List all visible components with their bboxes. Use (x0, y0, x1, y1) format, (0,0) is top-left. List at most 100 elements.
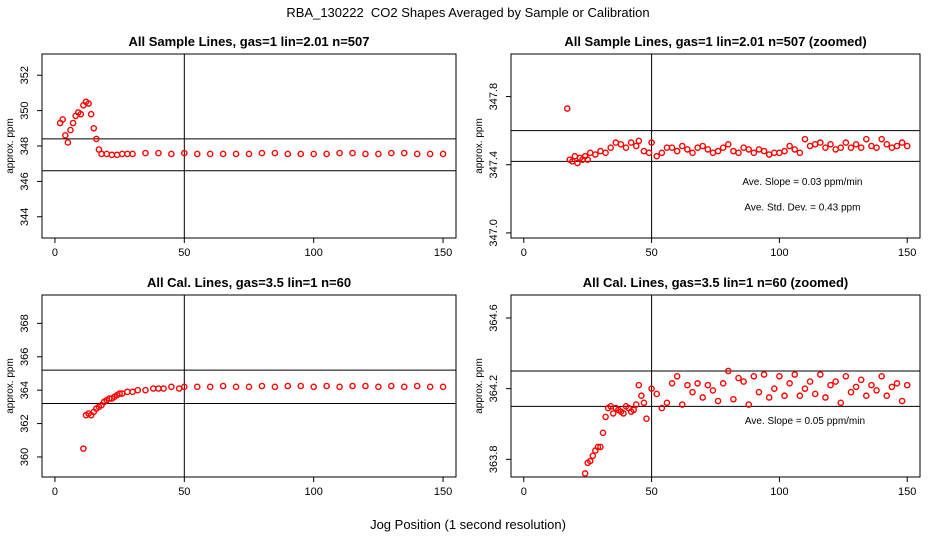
panel-3-point (258, 382, 266, 390)
panel-1-point (59, 116, 67, 123)
panel-3-point (426, 383, 434, 391)
panel-4-point (673, 372, 681, 380)
panel-2-point (893, 142, 901, 150)
panel-4-point (765, 394, 773, 401)
panel-1-point (142, 149, 149, 157)
panel-2-point (724, 140, 732, 148)
panel-2-point (592, 151, 599, 158)
panel-2-point (883, 140, 891, 148)
panel-1-ytick-label: 344 (19, 208, 31, 226)
panel-4-point (699, 394, 707, 401)
panel-4-point (632, 401, 640, 408)
panel-3-point (284, 382, 292, 390)
panel-1-ytick-label: 352 (19, 66, 31, 84)
panel-1-xtick-label: 150 (434, 247, 452, 259)
panel-1-xtick-label: 0 (52, 247, 58, 259)
panel-2-point (760, 147, 768, 155)
panel-2-point (903, 142, 911, 150)
panel-3-point (232, 383, 240, 391)
panel-4-xtick-label: 150 (898, 486, 916, 498)
panel-4-point (609, 410, 617, 417)
panel-4-point (704, 381, 712, 389)
panel-4-point (638, 392, 645, 400)
panel-1-point (155, 149, 162, 157)
panel-2-point (827, 140, 834, 148)
panel-4-point (594, 443, 602, 451)
panel-3-point (193, 383, 201, 391)
panel-3-point (206, 383, 214, 391)
panel-2-point (719, 144, 727, 152)
panel-1-point (297, 150, 305, 158)
panel-1-point (61, 132, 69, 139)
panel-4-point (847, 388, 855, 396)
panel-4-point (597, 443, 604, 451)
panel-3-point (323, 382, 330, 390)
panel-1-ytick-label: 346 (19, 172, 31, 190)
panel-3-ytick-label: 362 (19, 414, 31, 432)
panel-3-point (175, 385, 183, 392)
panel-1: All Sample Lines, gas=1 lin=2.01 n=507 0 5… (5, 34, 457, 259)
panel-3-point (400, 383, 408, 391)
panel-2-point (796, 149, 804, 157)
panel-2-point (673, 147, 681, 155)
panel-1-point (245, 150, 253, 158)
panel-4-point (709, 387, 717, 394)
panel-4-point (643, 415, 650, 422)
panel-2-point (750, 149, 758, 157)
panel-1-point (310, 150, 317, 158)
panel-3-xtick-label: 150 (434, 486, 452, 498)
panel-2-point (563, 105, 571, 112)
panel-1-frame (41, 53, 457, 239)
panel-2-xtick-label: 100 (770, 247, 788, 259)
panel-2-point (842, 139, 850, 146)
panel-4-point (863, 392, 870, 400)
panel-2-point (822, 144, 829, 152)
panel-2-point (791, 146, 799, 153)
panel-3-ytick-label: 364 (19, 381, 31, 399)
panel-1-point (271, 149, 279, 157)
panel-3-point (362, 382, 369, 390)
panel-4-point (678, 401, 686, 408)
panel-1-point (87, 110, 95, 118)
panel-4-point (658, 404, 666, 412)
panel-4-ytick-label: 363.8 (488, 446, 500, 474)
panel-3: All Cal. Lines, gas=3.5 lin=1 n=60 0 50 100… (5, 275, 457, 498)
panel-4-point (602, 413, 609, 421)
panel-2-ytick-label: 347.0 (488, 219, 500, 247)
panel-4-point (663, 399, 671, 407)
panel-4-point (740, 378, 747, 385)
panel-2-point (658, 149, 666, 157)
panel-1-point (129, 150, 136, 158)
panel-1-point (193, 150, 201, 158)
panel-2-point (689, 149, 696, 157)
panel-2-point (632, 142, 640, 150)
panel-3-point (375, 383, 382, 391)
panel-4-point (648, 385, 655, 392)
panel-2-point (801, 135, 809, 143)
panel-1-point (323, 150, 330, 158)
panel-1-point (118, 150, 126, 158)
x-axis-caption: Jog Position (1 second resolution) (370, 517, 566, 532)
panel-2-point (645, 149, 653, 157)
panel-1-point (400, 149, 408, 157)
panel-4-point (817, 371, 824, 378)
panel-4-point (668, 380, 676, 387)
panel-1-point (362, 150, 369, 158)
panel-2-point (786, 142, 793, 150)
panel-4-point (640, 399, 648, 407)
panel-1-ylabel: approx. ppm (5, 118, 16, 174)
panel-4-point (735, 374, 742, 382)
panel-4-point (755, 388, 763, 396)
panel-4-point (811, 390, 819, 398)
panel-3-point (297, 382, 305, 390)
panel-4-point (781, 392, 788, 400)
panel-4-point (689, 388, 696, 396)
panel-3-xtick-label: 100 (305, 486, 323, 498)
panel-2-point (607, 144, 614, 152)
panel-4-point (898, 397, 906, 405)
panel-2-point (745, 146, 753, 153)
panel-1-point (113, 151, 121, 159)
panel-3-ytick-label: 368 (19, 314, 31, 332)
panel-2-annotation: Ave. Std. Dev. = 0.43 ppm (744, 203, 860, 214)
panel-4-point (852, 383, 860, 391)
